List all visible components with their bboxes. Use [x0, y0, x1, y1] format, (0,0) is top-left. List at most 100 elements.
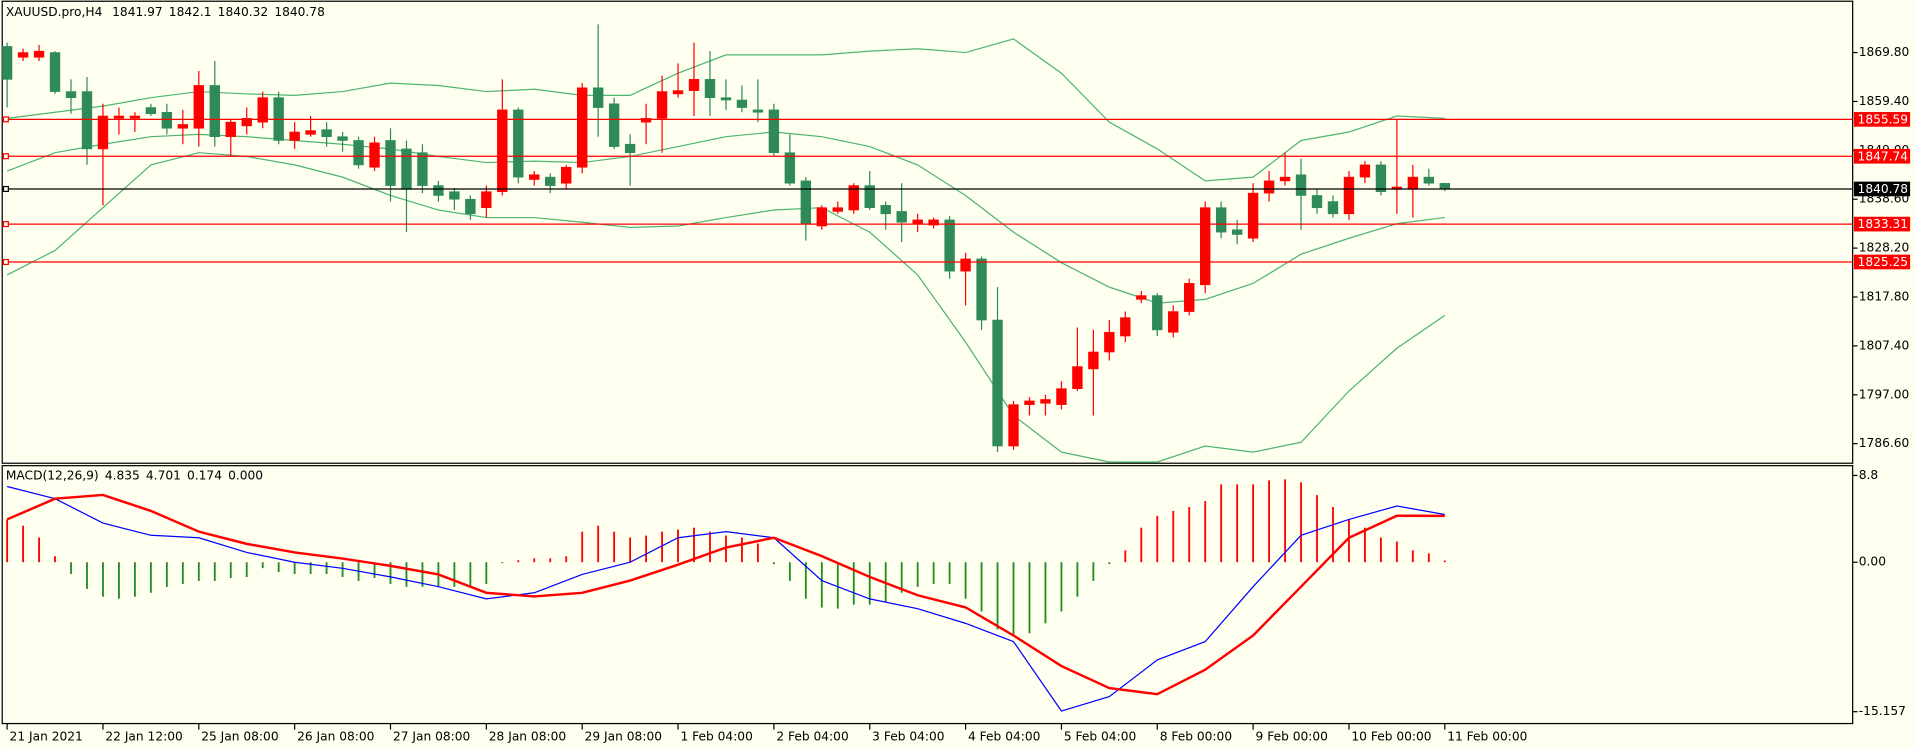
- candle-body: [1040, 399, 1051, 404]
- candle-body: [672, 90, 684, 95]
- macd-histogram-bar: [6, 519, 9, 563]
- macd-histogram-bar: [645, 535, 648, 563]
- macd-histogram-bar: [245, 562, 248, 578]
- macd-histogram-bar: [261, 562, 264, 569]
- candle-body: [832, 207, 843, 212]
- macd-histogram-bar: [565, 556, 568, 563]
- macd-histogram-bar: [1284, 479, 1286, 563]
- level-label: 1855.59: [1858, 112, 1909, 126]
- candle-body: [1184, 283, 1195, 312]
- y-tick-label: 1869.80: [1859, 45, 1910, 59]
- candle-body: [1375, 164, 1387, 193]
- macd-histogram-bar: [1108, 562, 1111, 565]
- extra-value: 0.000: [228, 468, 263, 482]
- candle-body: [912, 219, 923, 224]
- macd-histogram-bar: [213, 562, 216, 581]
- macd-histogram-bar: [1443, 560, 1446, 563]
- macd-histogram-bar: [597, 525, 600, 563]
- macd-histogram-bar: [277, 562, 280, 573]
- bollinger-middle: [6, 131, 1445, 304]
- macd-histogram-bar: [341, 562, 344, 578]
- macd-histogram-bar: [741, 537, 743, 563]
- macd-histogram-bar: [421, 562, 424, 587]
- macd-histogram-bar: [1236, 484, 1239, 563]
- macd-histogram-bar: [852, 562, 855, 605]
- level-label-box: [1853, 254, 1911, 270]
- macd-value: 4.835: [105, 468, 140, 482]
- macd-histogram-bar: [629, 537, 632, 563]
- macd-histogram-bar: [373, 562, 376, 578]
- candle-body: [688, 79, 700, 91]
- candle-body: [1279, 176, 1291, 182]
- candle-body: [752, 109, 764, 113]
- price-pane: [2, 24, 1853, 463]
- signal-line: [6, 493, 1445, 696]
- candle-body: [481, 191, 492, 208]
- candle-body: [960, 258, 971, 272]
- macd-histogram-bar: [1204, 501, 1207, 563]
- macd-histogram-bar: [181, 562, 184, 584]
- candle-body: [1120, 317, 1131, 337]
- macd-line: [6, 485, 1445, 712]
- candle-body: [1295, 174, 1307, 196]
- y-tick-label: 1859.40: [1859, 94, 1910, 108]
- macd-histogram-bar: [1156, 515, 1159, 563]
- candle-body: [800, 180, 812, 224]
- candle-body: [337, 136, 348, 141]
- macd-histogram-bar: [1044, 562, 1047, 624]
- candle-body: [465, 198, 476, 215]
- macd-pane: [6, 479, 1446, 712]
- x-tick-label: 2 Feb 04:00: [776, 730, 848, 744]
- macd-histogram-bar: [1427, 553, 1430, 563]
- level-marker: [2, 153, 9, 160]
- macd-histogram-bar: [661, 531, 663, 563]
- candle-body: [848, 185, 859, 211]
- x-tick-label: 1 Feb 04:00: [680, 730, 752, 744]
- macd-histogram-bar: [389, 562, 392, 584]
- candle-body: [545, 176, 556, 186]
- macd-histogram-bar: [820, 562, 823, 608]
- level-label: 1847.74: [1858, 149, 1909, 163]
- macd-histogram-bar: [772, 562, 775, 565]
- candle-body: [768, 109, 780, 153]
- histogram-value: 0.174: [187, 468, 222, 482]
- macd-histogram-bar: [1300, 482, 1302, 563]
- candle-body: [1200, 207, 1211, 286]
- candle-body: [1231, 229, 1243, 235]
- candle-body: [1008, 404, 1019, 447]
- level-label-box: [1853, 148, 1911, 164]
- candle-body: [624, 143, 636, 153]
- candle-body: [209, 85, 220, 138]
- macd-histogram-bar: [788, 562, 791, 581]
- macd-histogram-bar: [197, 562, 200, 581]
- candle-body: [1072, 366, 1083, 389]
- macd-histogram-bar: [54, 556, 56, 563]
- macd-histogram-bar: [1092, 562, 1095, 581]
- level-marker: [2, 185, 9, 193]
- x-tick-label: 29 Jan 08:00: [585, 730, 662, 744]
- macd-histogram-bar: [1268, 480, 1271, 563]
- level-label: 1833.31: [1858, 217, 1909, 231]
- header-low: 1840.32: [218, 5, 269, 19]
- candle-body: [17, 52, 29, 58]
- macd-histogram-bar: [501, 562, 504, 564]
- candle-body: [1168, 311, 1179, 333]
- candle-body: [513, 109, 524, 178]
- candle-body: [129, 115, 141, 119]
- x-tick-label: 8 Feb 00:00: [1160, 730, 1232, 744]
- macd-histogram-bar: [916, 562, 919, 587]
- candle-body: [449, 191, 460, 200]
- candle-body: [1423, 176, 1435, 184]
- macd-histogram-bar: [1395, 541, 1398, 563]
- macd-histogram-bar: [405, 562, 408, 587]
- macd-histogram-bar: [102, 562, 104, 597]
- candle-body: [736, 99, 748, 108]
- candle-body: [145, 107, 157, 114]
- macd-histogram-bar: [453, 562, 456, 587]
- x-tick-label: 4 Feb 04:00: [968, 730, 1040, 744]
- candle-body: [864, 185, 875, 208]
- candle-body: [1024, 400, 1035, 405]
- macd-histogram-bar: [900, 562, 903, 593]
